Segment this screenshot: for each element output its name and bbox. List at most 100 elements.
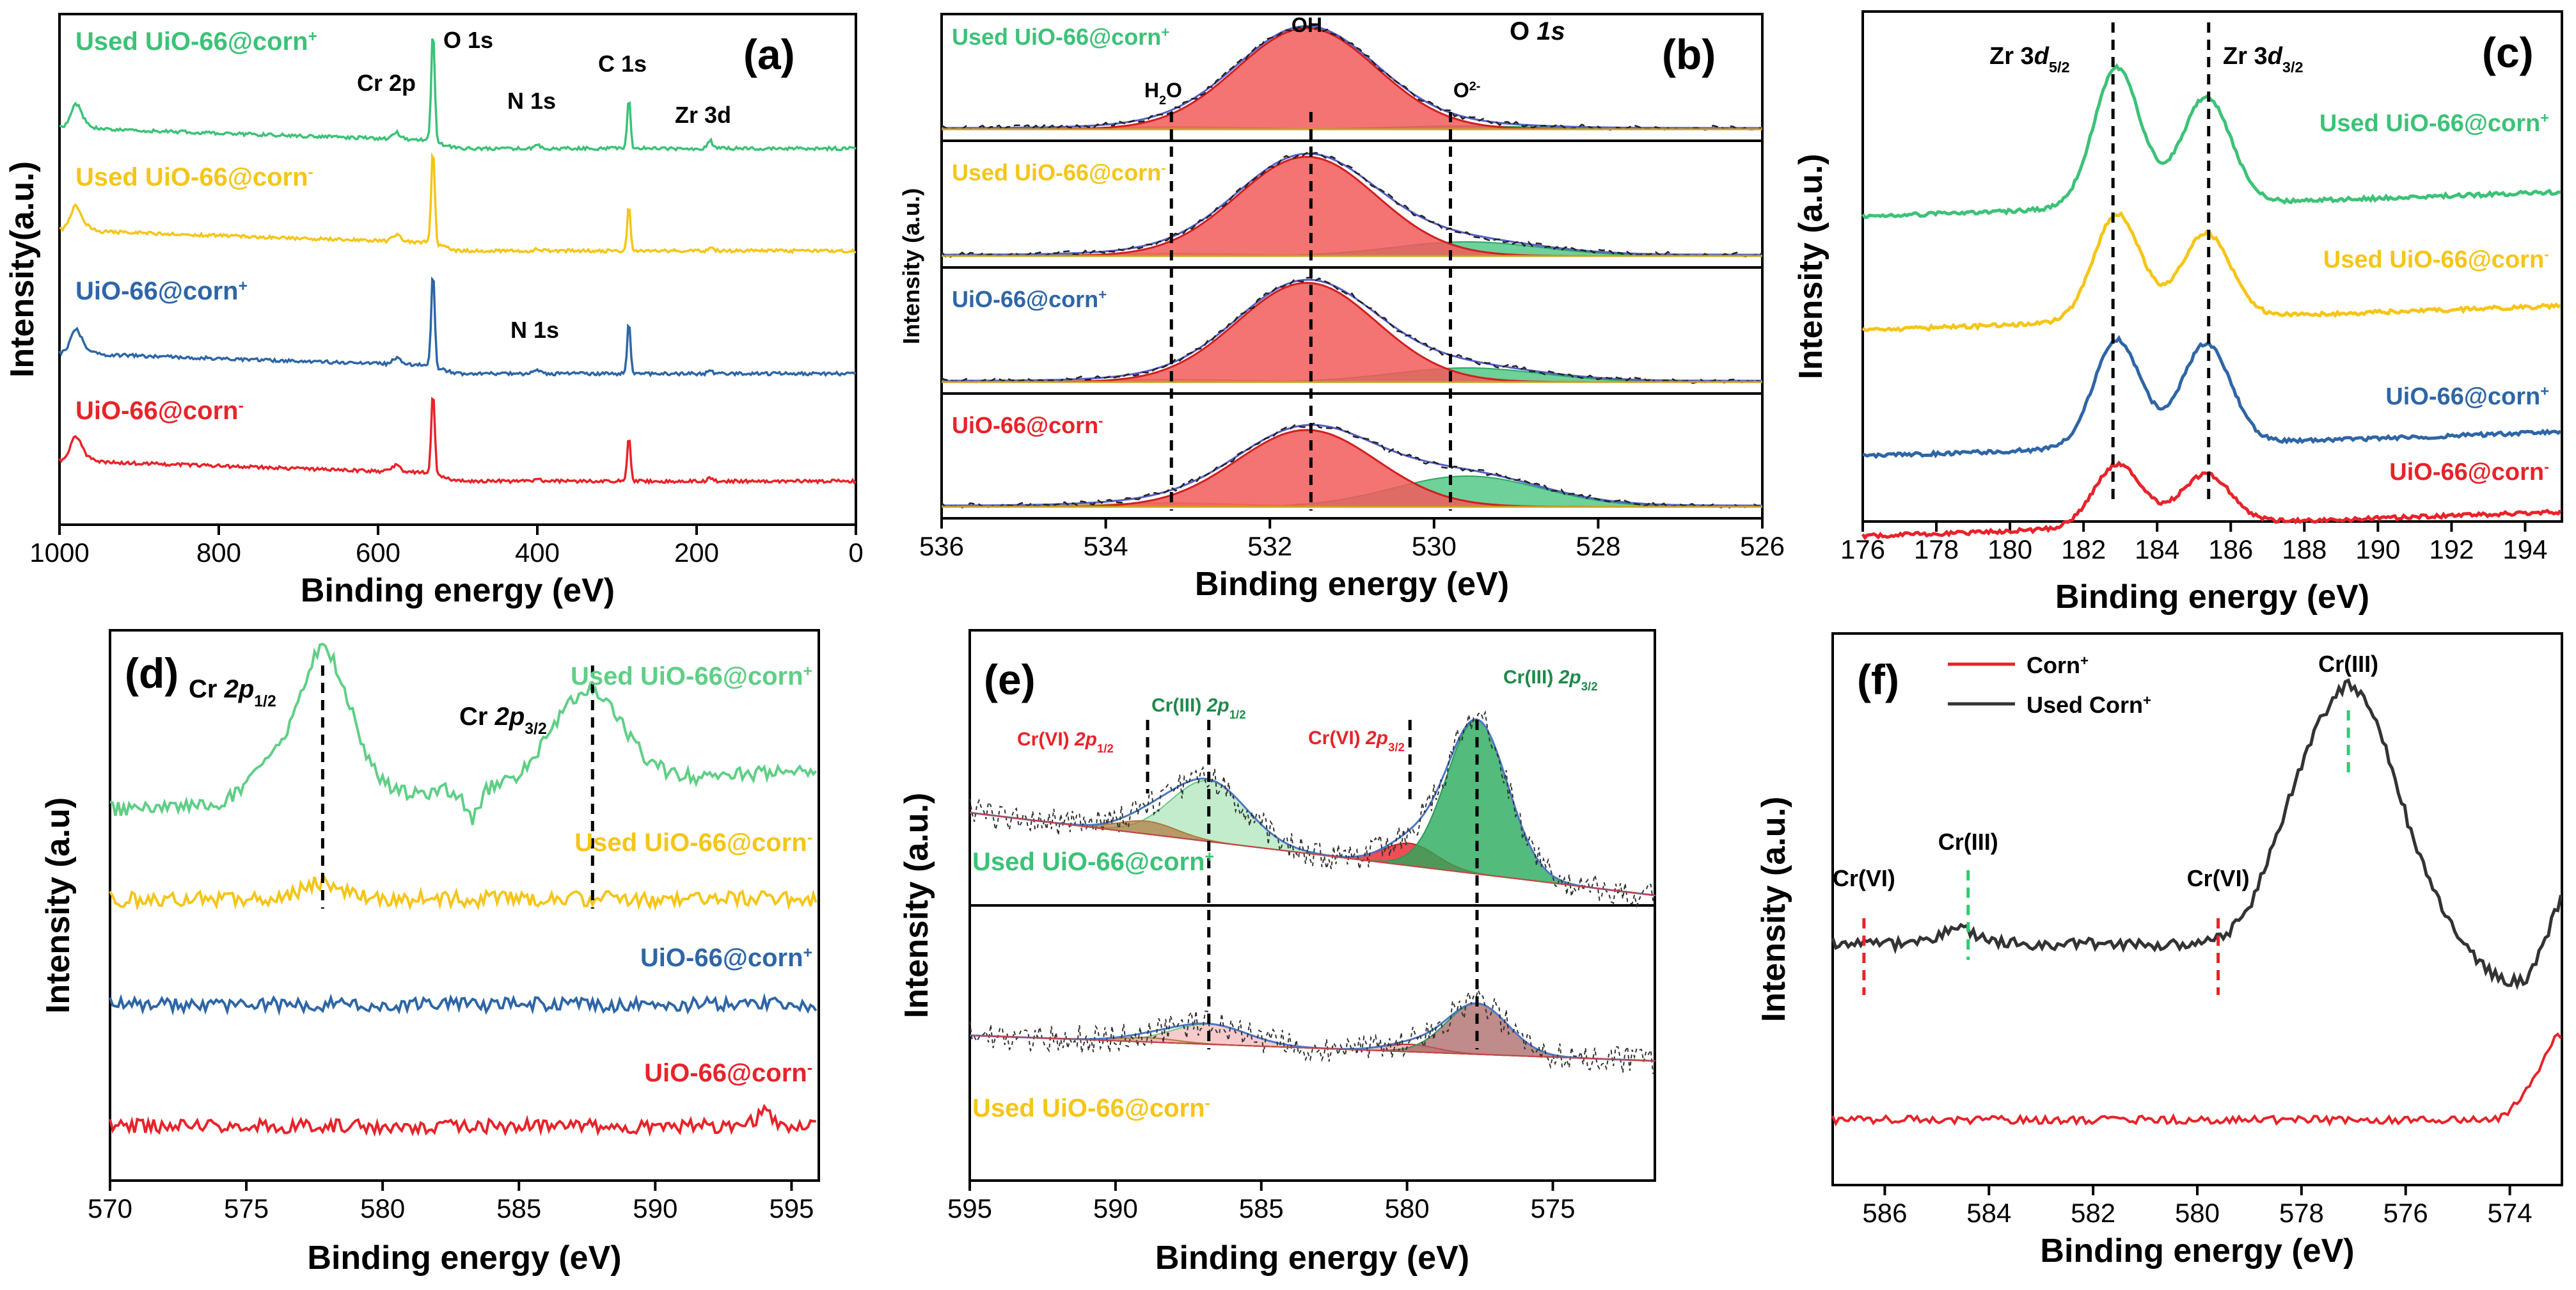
x-tick-label: 582 (2071, 1198, 2115, 1228)
x-tick-label: 178 (1914, 534, 1959, 564)
label-part: - (1205, 1095, 1210, 1112)
component-label: O2- (1453, 79, 1481, 102)
x-tick-label: 585 (1239, 1193, 1284, 1223)
x-tick-label: 595 (769, 1193, 814, 1223)
raw-data (941, 276, 1763, 385)
series-label: UiO-66@corn- (952, 412, 1103, 438)
label-part: UiO-66@corn (640, 944, 803, 972)
x-tick-label: 526 (1740, 531, 1785, 561)
series-label: Used UiO-66@corn- (972, 1094, 1210, 1122)
y-axis-label: Intensity (a.u) (40, 797, 77, 1014)
series-line-corn (1831, 1032, 2562, 1127)
label-part: - (2544, 458, 2549, 475)
panel-label: (d) (125, 649, 178, 697)
label-part: Used UiO-66@corn (571, 662, 803, 690)
series-label: Used UiO-66@corn+ (571, 662, 812, 690)
series-label: Used UiO-66@corn- (952, 159, 1166, 186)
label-part: O (1166, 79, 1182, 102)
panel-a-frame (58, 13, 857, 526)
x-tick-label: 580 (1385, 1193, 1430, 1223)
peak-label: Cr(III) 2p3/2 (1503, 667, 1598, 693)
x-tick-label: 595 (947, 1193, 992, 1223)
panel-b: 536 534 532 530 528 526 Binding energy (eV) Int… (898, 13, 1785, 603)
x-tick-label: 586 (1862, 1198, 1907, 1228)
component-label: OH (1292, 13, 1322, 36)
x-tick-label: 575 (1530, 1193, 1575, 1223)
x-tick-label: 530 (1412, 531, 1457, 561)
y-axis-label: Intensity (a.u.) (1792, 154, 1829, 379)
label-part: 2p (224, 675, 255, 703)
legend-label: Used Corn+ (2027, 692, 2151, 718)
peak-label: C 1s (598, 51, 647, 77)
x-tick-label: 585 (496, 1193, 541, 1223)
x-tick-label: 534 (1084, 531, 1128, 561)
label-part: + (803, 663, 812, 680)
x-tick-label: 578 (2279, 1198, 2324, 1228)
label-part: Corn (2027, 652, 2080, 678)
series-label: Used UiO-66@corn- (2323, 246, 2549, 273)
x-tick-label: 200 (674, 538, 719, 568)
series-line (1861, 211, 2561, 333)
label-part: Cr(VI) (1017, 729, 1075, 750)
label-part: UiO-66@corn (2389, 459, 2544, 486)
label-part: Cr(III) (1503, 667, 1559, 688)
label-part: - (1161, 160, 1166, 176)
label-part: + (1098, 287, 1107, 303)
label-part: - (1098, 413, 1103, 429)
label-part: Used UiO-66@corn (75, 28, 308, 56)
component-oh (942, 429, 1762, 508)
x-tick-label: 570 (88, 1193, 132, 1223)
label-part: 2p (1365, 728, 1388, 749)
series-label: UiO-66@corn+ (75, 277, 248, 305)
label-part: Used UiO-66@corn (952, 159, 1161, 186)
label-part: Cr (189, 675, 225, 703)
envelope-fit (942, 278, 1762, 382)
marker-label: Cr(VI) (1833, 865, 1895, 891)
label-part: + (1205, 848, 1214, 866)
y-axis-label: Intensity (a.u.) (898, 793, 935, 1018)
label-part: Used Corn (2027, 692, 2143, 718)
x-tick-label: 600 (356, 538, 400, 568)
component-label: H2O (1144, 79, 1182, 107)
x-tick-label: 180 (1987, 534, 2032, 564)
x-axis-label: Binding energy (eV) (2055, 578, 2369, 616)
x-tick-label: 590 (633, 1193, 677, 1223)
peak-label: Zr 3d5/2 (1989, 43, 2070, 76)
label-part: 2p (1074, 729, 1097, 750)
label-part: 2p (494, 703, 525, 731)
series-label: Used UiO-66@corn+ (972, 848, 1214, 876)
peak-label: Cr(III) 2p1/2 (1151, 695, 1246, 721)
label-part: 2 (1159, 93, 1166, 107)
panel-c-frame (1861, 10, 2563, 523)
x-tick-label: 400 (515, 538, 560, 568)
label-part: - (308, 164, 313, 181)
panel-d-frame (109, 629, 820, 1182)
label-part: H (1144, 79, 1159, 102)
series-label: Used UiO-66@corn- (75, 163, 313, 191)
series-line (59, 152, 857, 255)
series-line (109, 1103, 816, 1137)
panel-d: 570 575 580 585 590 595 Binding energy (eV) Int… (40, 629, 820, 1277)
label-part: Zr 3 (2223, 43, 2268, 70)
series-label: UiO-66@corn- (644, 1059, 812, 1087)
label-part: Cr(VI) (1308, 728, 1366, 749)
series-label: UiO-66@corn- (2389, 458, 2549, 486)
label-part: UiO-66@corn (952, 412, 1098, 438)
label-part: 1/2 (254, 693, 276, 710)
label-part: - (2544, 246, 2549, 262)
panel-f: 586 584 582 580 578 576 574 Binding energy (eV)… (1755, 632, 2563, 1270)
series-line-used-corn (1831, 678, 2563, 991)
series-label: UiO-66@corn+ (640, 944, 812, 972)
label-part: OH (1292, 13, 1322, 36)
peak-label: N 1s (507, 88, 556, 114)
label-part: + (2540, 383, 2549, 399)
peak-label: Cr(VI) 2p3/2 (1308, 728, 1405, 754)
x-tick-label: 580 (2175, 1198, 2220, 1228)
series-line (1862, 335, 2562, 459)
label-part: 3/2 (1581, 680, 1598, 693)
label-part: O (1510, 17, 1537, 45)
label-part: Used UiO-66@corn (75, 163, 308, 191)
label-part: - (239, 397, 244, 415)
series-label: Used UiO-66@corn- (574, 829, 812, 857)
x-tick-label: 1000 (29, 538, 89, 568)
